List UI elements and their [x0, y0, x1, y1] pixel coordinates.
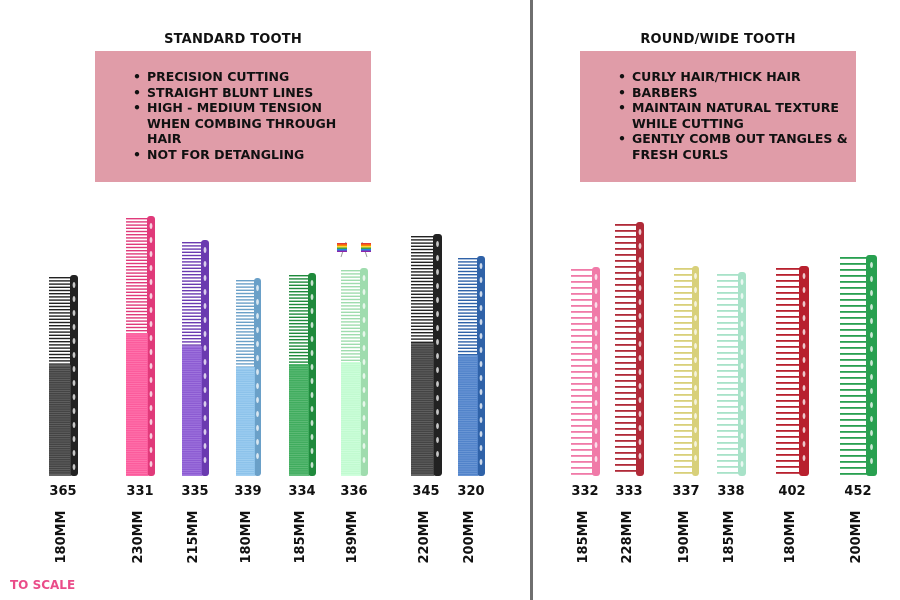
comb-332-illustration — [571, 267, 600, 476]
round-wide-tooth-info-box: CURLY HAIR/THICK HAIR BARBERS MAINTAIN N… — [580, 51, 856, 182]
comb-336-illustration — [341, 268, 368, 476]
standard-tooth-info-box: PRECISION CUTTING STRAIGHT BLUNT LINES H… — [95, 51, 371, 182]
comb-size-label: 189MM — [345, 510, 360, 564]
comb-size-label: 180MM — [54, 510, 69, 564]
comb-335-illustration — [182, 240, 209, 476]
comb-size-label: 185MM — [576, 510, 591, 564]
bullet-item: GENTLY COMB OUT TANGLES & FRESH CURLS — [618, 131, 848, 162]
comb-size-label: 185MM — [722, 510, 737, 564]
round-wide-tooth-bullets: CURLY HAIR/THICK HAIR BARBERS MAINTAIN N… — [618, 69, 848, 162]
standard-tooth-bullets: PRECISION CUTTING STRAIGHT BLUNT LINES H… — [133, 69, 363, 162]
comb-365-illustration — [49, 275, 78, 476]
comb-size-label: 190MM — [677, 510, 692, 564]
bullet-item: BARBERS — [618, 85, 848, 101]
comb-model-label: 337 — [672, 484, 700, 499]
comb-452-illustration — [840, 255, 877, 476]
bullet-item: STRAIGHT BLUNT LINES — [133, 85, 363, 101]
standard-tooth-title: STANDARD TOOTH — [164, 32, 302, 47]
comb-331-illustration — [126, 216, 155, 476]
comb-339-illustration — [236, 278, 261, 476]
comb-333-illustration — [615, 222, 644, 476]
comb-model-label: 333 — [615, 484, 643, 499]
comb-model-label: 334 — [288, 484, 316, 499]
comb-size-label: 180MM — [783, 510, 798, 564]
comb-model-label: 336 — [340, 484, 368, 499]
pride-flags-icon — [337, 241, 371, 258]
comb-337-illustration — [674, 266, 699, 476]
comb-size-label: 180MM — [239, 510, 254, 564]
comb-345-illustration — [411, 234, 442, 476]
comb-size-label: 228MM — [620, 510, 635, 564]
comb-402-illustration — [776, 266, 809, 476]
comb-model-label: 452 — [844, 484, 872, 499]
bullet-item: HIGH - MEDIUM TENSION WHEN COMBING THROU… — [133, 100, 363, 147]
round-wide-tooth-title: ROUND/WIDE TOOTH — [640, 32, 796, 47]
comb-model-label: 345 — [412, 484, 440, 499]
comb-model-label: 402 — [778, 484, 806, 499]
bullet-item: MAINTAIN NATURAL TEXTURE WHILE CUTTING — [618, 100, 848, 131]
bullet-item: NOT FOR DETANGLING — [133, 147, 363, 163]
comb-size-label: 215MM — [186, 510, 201, 564]
bullet-item: PRECISION CUTTING — [133, 69, 363, 85]
comb-model-label: 320 — [457, 484, 485, 499]
comb-model-label: 339 — [234, 484, 262, 499]
bullet-item: CURLY HAIR/THICK HAIR — [618, 69, 848, 85]
comb-size-label: 230MM — [131, 510, 146, 564]
comb-334-illustration — [289, 273, 316, 476]
comb-size-label: 220MM — [417, 510, 432, 564]
comb-model-label: 335 — [181, 484, 209, 499]
to-scale-note: TO SCALE — [10, 578, 76, 592]
comb-size-label: 200MM — [849, 510, 864, 564]
comb-338-illustration — [717, 272, 746, 476]
comb-320-illustration — [458, 256, 485, 476]
section-divider — [530, 0, 533, 600]
comb-model-label: 365 — [49, 484, 77, 499]
comb-model-label: 338 — [717, 484, 745, 499]
comb-model-label: 331 — [126, 484, 154, 499]
comb-model-label: 332 — [571, 484, 599, 499]
comb-size-label: 185MM — [293, 510, 308, 564]
comb-size-label: 200MM — [462, 510, 477, 564]
